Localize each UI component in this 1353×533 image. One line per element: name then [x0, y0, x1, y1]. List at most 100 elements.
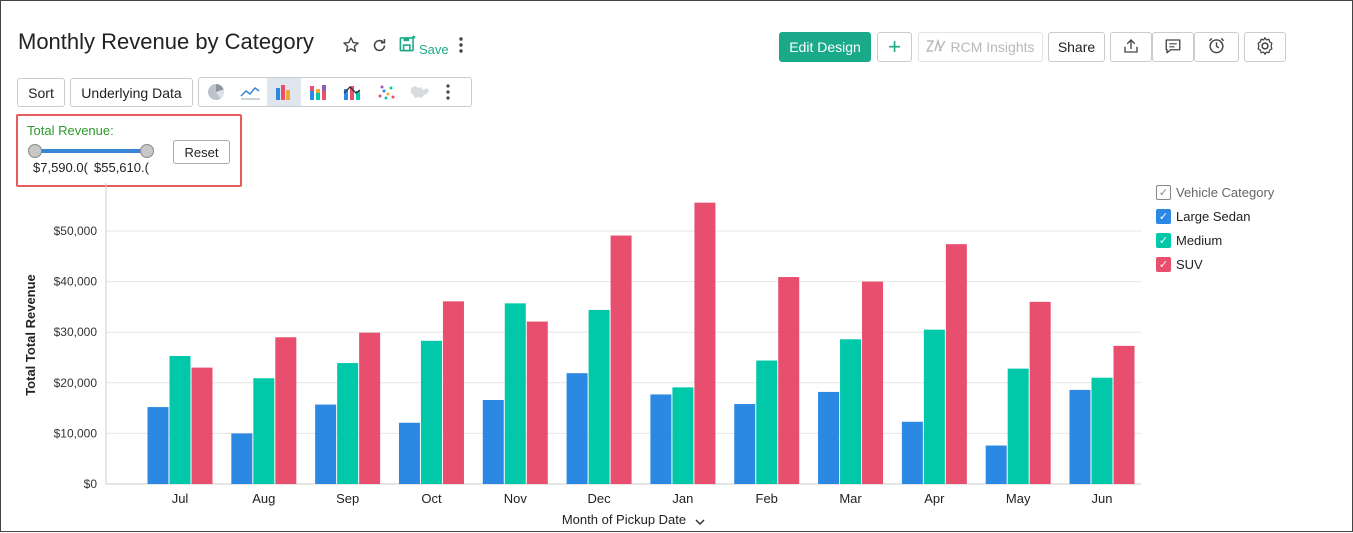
bar-large-sedan-aug	[231, 433, 253, 484]
bar-medium-nov	[504, 303, 526, 484]
chart-more-icon[interactable]	[437, 78, 459, 106]
scatter-chart-icon[interactable]	[369, 78, 403, 106]
underlying-data-button[interactable]: Underlying Data	[70, 78, 193, 107]
range-slider-min-handle[interactable]	[28, 144, 42, 158]
more-options-icon[interactable]	[453, 35, 469, 55]
legend-item-medium[interactable]: ✓ Medium	[1156, 233, 1222, 248]
save-label: Save	[419, 41, 449, 57]
legend-item-large-sedan[interactable]: ✓ Large Sedan	[1156, 209, 1250, 224]
bar-suv-aug	[275, 337, 297, 484]
legend-label-medium: Medium	[1176, 233, 1223, 248]
y-tick-label: $0	[84, 477, 98, 491]
bar-large-sedan-jan	[650, 394, 672, 484]
bar-large-sedan-nov	[482, 400, 504, 484]
combo-chart-icon[interactable]	[335, 78, 369, 106]
x-tick-label: Apr	[924, 491, 945, 506]
bar-suv-apr	[945, 244, 967, 484]
x-tick-label: Sep	[336, 491, 359, 506]
export-button[interactable]	[1110, 32, 1152, 62]
x-tick-label: Aug	[252, 491, 275, 506]
bar-suv-nov	[526, 321, 548, 484]
x-tick-label: Oct	[421, 491, 442, 506]
legend-checkbox-large-sedan: ✓	[1156, 209, 1171, 224]
rcm-insights-button[interactable]: RCM Insights	[918, 32, 1043, 62]
bar-medium-jul	[169, 355, 191, 484]
save-icon	[398, 34, 417, 58]
legend-item-suv[interactable]: ✓ SUV	[1156, 257, 1203, 272]
y-tick-label: $20,000	[54, 376, 98, 390]
stacked-bar-icon[interactable]	[301, 78, 335, 106]
favorite-star-icon[interactable]	[341, 35, 361, 55]
bar-medium-aug	[253, 378, 275, 484]
slider-min-value: $7,590.0(	[33, 160, 88, 175]
pie-chart-icon[interactable]	[199, 78, 233, 106]
range-slider-max-handle[interactable]	[140, 144, 154, 158]
bar-suv-jul	[191, 367, 213, 484]
share-button[interactable]: Share	[1048, 32, 1105, 62]
bar-suv-jun	[1113, 345, 1135, 484]
add-button[interactable]: +	[877, 32, 912, 62]
edit-design-button[interactable]: Edit Design	[779, 32, 871, 62]
legend-label-large-sedan: Large Sedan	[1176, 209, 1251, 224]
alarm-clock-icon	[1207, 36, 1226, 58]
x-tick-label: Nov	[504, 491, 528, 506]
bar-medium-jun	[1091, 377, 1113, 484]
y-tick-label: $30,000	[54, 325, 98, 339]
bar-large-sedan-jul	[147, 407, 169, 484]
x-tick-label: Dec	[588, 491, 612, 506]
bar-suv-jan	[694, 202, 716, 484]
bar-medium-jan	[672, 387, 694, 484]
alarm-button[interactable]	[1194, 32, 1239, 62]
sort-button[interactable]: Sort	[17, 78, 65, 107]
legend-checkbox-suv: ✓	[1156, 257, 1171, 272]
x-tick-label: Jan	[672, 491, 693, 506]
bar-medium-sep	[337, 363, 359, 484]
bar-medium-dec	[588, 309, 610, 484]
map-chart-icon[interactable]	[403, 78, 437, 106]
comment-button[interactable]	[1152, 32, 1194, 62]
bar-medium-may	[1007, 368, 1029, 484]
bar-suv-sep	[359, 332, 381, 484]
bar-suv-dec	[610, 235, 632, 484]
bar-medium-oct	[420, 340, 442, 484]
y-tick-label: $40,000	[54, 275, 98, 289]
line-chart-icon[interactable]	[233, 78, 267, 106]
chevron-down-icon	[695, 519, 705, 526]
legend-title-toggle[interactable]: ✓ Vehicle Category	[1156, 185, 1274, 200]
insights-label: RCM Insights	[950, 39, 1035, 55]
save-button[interactable]: Save	[398, 34, 449, 58]
bar-large-sedan-may	[985, 445, 1007, 484]
settings-button[interactable]	[1244, 32, 1286, 62]
bar-large-sedan-mar	[818, 391, 840, 484]
range-slider-track[interactable]	[35, 149, 147, 153]
gear-icon	[1255, 36, 1275, 59]
x-tick-label: Jun	[1092, 491, 1113, 506]
chart-type-toolbar	[198, 77, 472, 107]
bar-suv-may	[1029, 301, 1051, 484]
bar-medium-feb	[756, 360, 778, 484]
export-icon	[1122, 37, 1140, 58]
x-tick-label: Mar	[839, 491, 862, 506]
reset-button[interactable]: Reset	[173, 140, 230, 164]
refresh-icon[interactable]	[369, 35, 389, 55]
filter-label: Total Revenue:	[27, 123, 114, 138]
bar-large-sedan-jun	[1069, 389, 1091, 484]
x-tick-label: May	[1006, 491, 1031, 506]
bar-chart-icon[interactable]	[267, 78, 301, 106]
y-axis-title: Total Total Revenue	[23, 274, 38, 396]
bar-large-sedan-sep	[315, 404, 337, 484]
insights-icon	[926, 37, 947, 56]
legend-title: Vehicle Category	[1176, 185, 1275, 200]
legend-title-checkbox: ✓	[1156, 185, 1171, 200]
x-axis-title: Month of Pickup Date	[562, 512, 686, 527]
slider-max-value: $55,610.(	[94, 160, 149, 175]
y-tick-label: $50,000	[54, 224, 98, 238]
revenue-filter-panel: Total Revenue: $7,590.0( $55,610.( Reset	[16, 114, 242, 187]
bar-suv-mar	[862, 281, 884, 484]
x-tick-label: Jul	[172, 491, 189, 506]
bar-medium-apr	[923, 329, 945, 484]
bar-large-sedan-dec	[566, 373, 588, 484]
bar-suv-oct	[442, 301, 464, 484]
bar-large-sedan-oct	[398, 422, 420, 484]
